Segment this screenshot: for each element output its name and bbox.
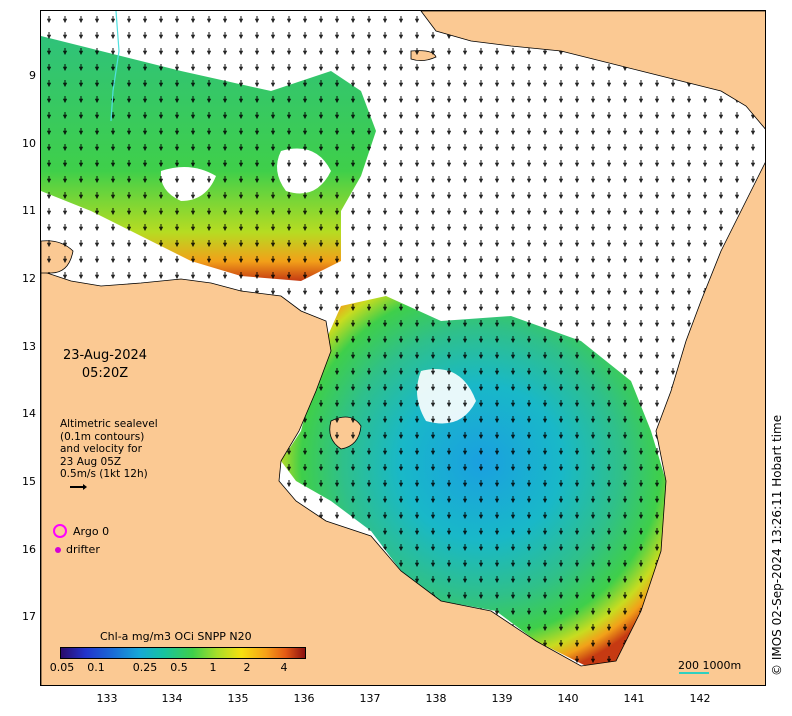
time-line: 05:20Z [81,366,129,381]
x-tick: 136 [293,692,315,705]
colorbar-tick: 0.5 [170,661,188,674]
drifter-label: drifter [66,543,100,556]
legend-line: 0.5m/s (1kt 12h) [60,468,148,480]
x-tick: 133 [96,692,118,705]
credit-text: © IMOS 02-Sep-2024 13:26:11 Hobart time [770,414,784,676]
x-tick: 137 [359,692,381,705]
y-tick: 16 [22,543,36,556]
colorbar-tick: 0.05 [49,661,75,674]
colorbar-tick: 2 [243,661,251,674]
altimetry-legend: Altimetric sealevel (0.1m contours) and … [60,418,158,481]
argo-ring-icon [53,524,67,538]
velocity-arrow-icon [70,484,87,489]
x-tick: 134 [161,692,183,705]
colorbar [60,647,306,659]
colorbar-tick: 4 [280,661,288,674]
x-tick: 139 [491,692,513,705]
y-tick: 14 [22,407,36,420]
x-tick: 142 [689,692,711,705]
argo-legend: Argo 0 [53,524,109,538]
x-tick: 140 [557,692,579,705]
depth-scale-label: 200 1000m [678,659,742,672]
legend-line: 23 Aug 05Z [60,455,122,468]
y-tick: 15 [22,475,36,488]
drifter-legend: drifter [53,543,100,556]
map-date: 23-Aug-2024 05:20Z [60,347,150,383]
legend-line: and velocity for [60,443,142,455]
drifter-dot-icon [55,546,61,553]
date-line: 23-Aug-2024 [62,348,148,363]
map-frame [40,10,766,686]
y-tick: 12 [22,272,36,285]
y-tick: 11 [22,204,36,217]
y-tick: 10 [22,137,36,150]
y-tick: 9 [29,69,36,82]
depth-scale-bar [679,672,709,674]
colorbar-tick: 0.1 [87,661,105,674]
y-tick: 13 [22,340,36,353]
x-tick: 135 [227,692,249,705]
colorbar-tick: 0.25 [132,661,158,674]
colorbar-title: Chl-a mg/m3 OCi SNPP N20 [100,630,252,643]
argo-label: Argo 0 [73,524,110,538]
legend-line: (0.1m contours) [60,430,145,443]
argo-track [110,11,120,122]
colorbar-tick: 1 [209,661,217,674]
x-tick: 141 [623,692,645,705]
x-tick: 138 [425,692,447,705]
legend-line: Altimetric sealevel [60,418,158,430]
map-canvas [41,11,765,685]
y-tick: 17 [22,610,36,623]
